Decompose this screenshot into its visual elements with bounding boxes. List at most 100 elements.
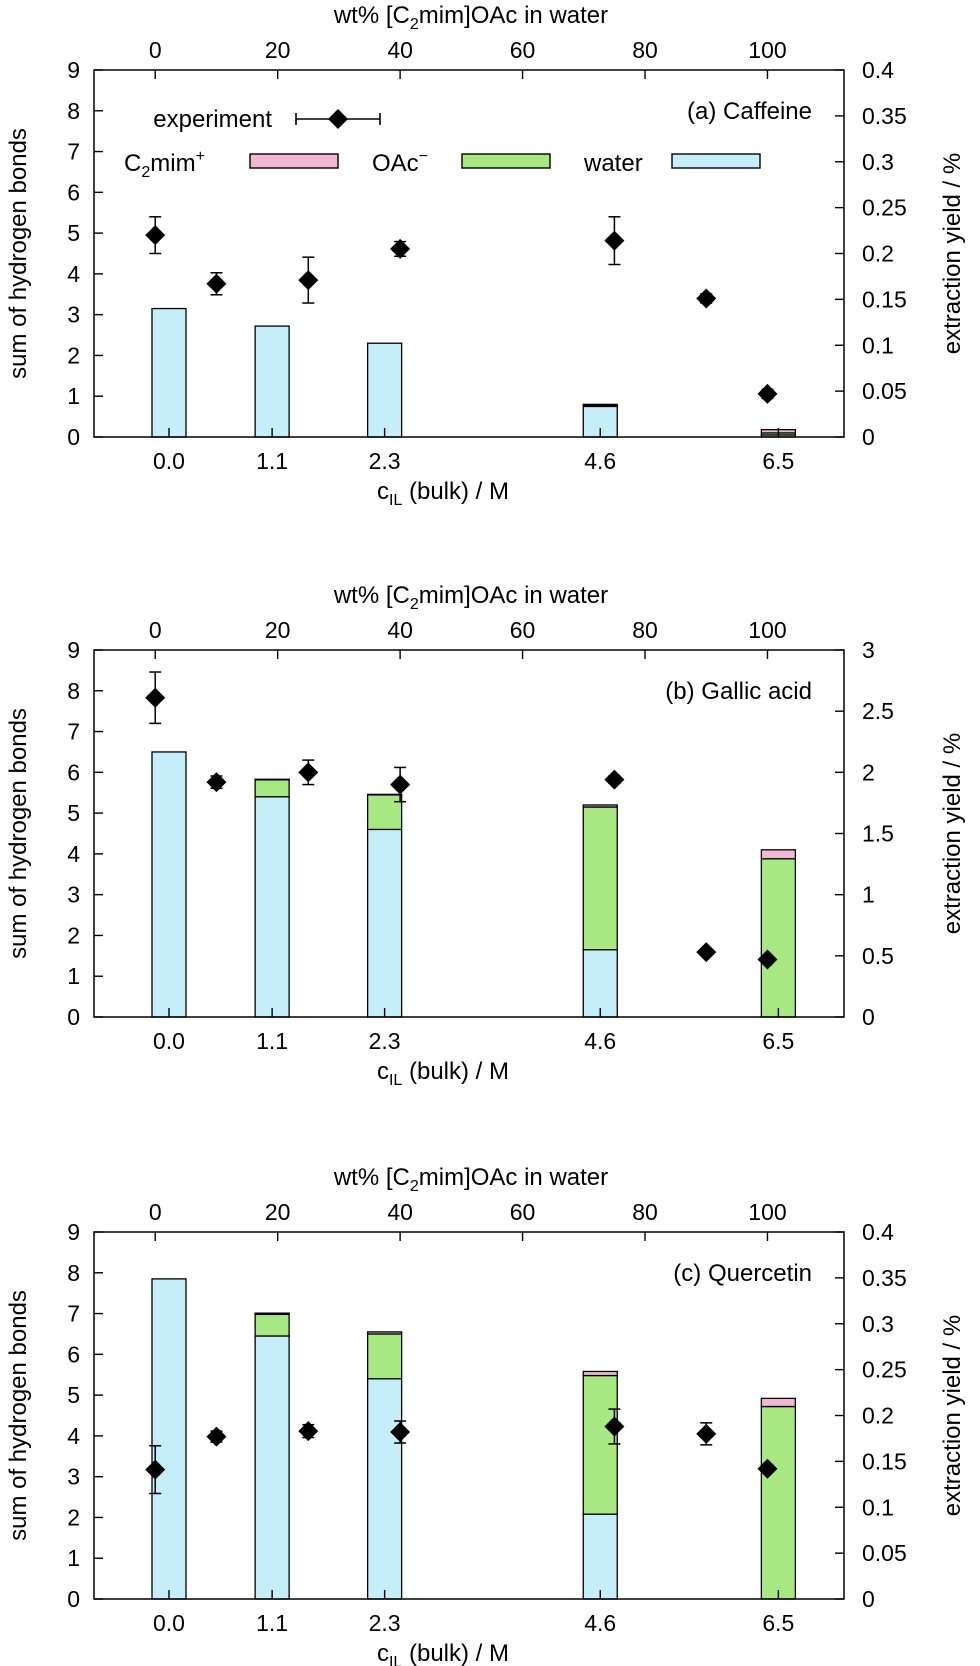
top-x-tick-label: 60 bbox=[510, 617, 536, 643]
y-tick-label: 6 bbox=[67, 759, 80, 785]
y-tick-label: 5 bbox=[67, 800, 80, 826]
top-x-tick-label: 40 bbox=[387, 37, 413, 63]
chart-panel-2: 0 1 2 3 4 5 6 7 8 9 0 0.5 1 1.5 2 2.5 3 0.0 1.1 2.3 4.6 6.5 0 2… bbox=[5, 582, 966, 1089]
top-x-tick-label: 80 bbox=[632, 1199, 658, 1225]
y-tick-label: 5 bbox=[67, 220, 80, 246]
y2-tick-label: 3 bbox=[862, 637, 875, 663]
bar-c2mim-2.3 bbox=[366, 1331, 403, 1335]
x-tick-label: 1.1 bbox=[256, 1610, 288, 1636]
bar-c2mim-1.1 bbox=[254, 778, 290, 781]
chart-panel-3: 0 1 2 3 4 5 6 7 8 9 0 0.05 0.1 0.15 0.2 0.25 0.3 0.35 0.4 0… bbox=[5, 1164, 966, 1666]
top-x-tick-label: 60 bbox=[510, 1199, 536, 1225]
top-x-axis-title: wt% [C2mim]OAc in water bbox=[333, 1164, 608, 1195]
experiment-point bbox=[604, 769, 625, 790]
y2-tick-label: 0 bbox=[862, 1004, 875, 1030]
bar-c2mim-4.6 bbox=[582, 403, 618, 406]
panel-title: (a) Caffeine bbox=[687, 98, 812, 125]
bar-oac-2.3 bbox=[366, 794, 403, 831]
y-tick-label: 6 bbox=[67, 1341, 80, 1367]
top-x-tick-label: 100 bbox=[748, 617, 786, 643]
y2-tick-label: 0.4 bbox=[862, 57, 894, 83]
y2-tick-label: 0.25 bbox=[862, 1357, 907, 1383]
bar-oac-4.6 bbox=[582, 806, 618, 951]
experiment-point bbox=[298, 762, 319, 783]
y2-tick-label: 0.2 bbox=[862, 1403, 894, 1429]
experiment-point bbox=[757, 949, 778, 970]
experiment-point bbox=[206, 1426, 227, 1447]
x-tick-label: 4.6 bbox=[584, 1610, 616, 1636]
bar-oac-4.6 bbox=[582, 1374, 618, 1515]
y2-tick-label: 0.25 bbox=[862, 195, 907, 221]
top-x-tick-label: 0 bbox=[149, 1199, 162, 1225]
bar-water-0.0 bbox=[151, 751, 187, 1018]
panel-title: (c) Quercetin bbox=[673, 1260, 812, 1287]
experiment-point bbox=[298, 270, 319, 291]
y2-tick-label: 0.5 bbox=[862, 943, 894, 969]
y2-axis-title: extraction yield / % bbox=[939, 1315, 966, 1516]
y-tick-label: 4 bbox=[67, 841, 80, 867]
top-x-tick-label: 20 bbox=[265, 617, 291, 643]
x-tick-label: 1.1 bbox=[256, 1028, 288, 1054]
top-x-tick-label: 80 bbox=[632, 37, 658, 63]
bar-oac-2.3 bbox=[366, 1333, 403, 1380]
top-x-tick-label: 20 bbox=[265, 37, 291, 63]
bar-c2mim-1.1 bbox=[254, 1312, 290, 1316]
top-x-tick-label: 0 bbox=[149, 617, 162, 643]
y2-tick-label: 0.15 bbox=[862, 1448, 907, 1474]
panel-title: (b) Gallic acid bbox=[665, 678, 812, 705]
x-tick-label: 4.6 bbox=[584, 1028, 616, 1054]
x-tick-label: 6.5 bbox=[762, 1028, 794, 1054]
legend: experiment C2mim+ OAc− water bbox=[124, 106, 761, 181]
y-tick-label: 3 bbox=[67, 1464, 80, 1490]
y2-tick-label: 0.3 bbox=[862, 149, 894, 175]
y2-tick-label: 0.1 bbox=[862, 1494, 894, 1520]
y-tick-label: 4 bbox=[67, 1423, 80, 1449]
x-tick-label: 0.0 bbox=[153, 1610, 185, 1636]
legend-swatch-water bbox=[671, 153, 761, 169]
bar-c2mim-6.5 bbox=[760, 849, 797, 860]
bar-oac-6.5 bbox=[760, 858, 797, 1018]
legend-swatch-anion bbox=[461, 153, 551, 169]
experiment-point bbox=[145, 687, 166, 708]
y2-tick-label: 0.15 bbox=[862, 286, 907, 312]
legend-experiment-label: experiment bbox=[153, 106, 272, 133]
experiment-point bbox=[696, 942, 717, 963]
y-tick-label: 6 bbox=[67, 179, 80, 205]
experiment-point bbox=[206, 772, 227, 793]
bar-water-2.3 bbox=[366, 342, 403, 438]
y-tick-label: 0 bbox=[67, 1586, 80, 1612]
bar-water-0.0 bbox=[151, 1278, 187, 1600]
bar-water-2.3 bbox=[366, 1378, 403, 1600]
y-tick-label: 0 bbox=[67, 424, 80, 450]
plot-frame bbox=[93, 649, 845, 1018]
top-x-tick-label: 0 bbox=[149, 37, 162, 63]
y2-tick-label: 0.05 bbox=[862, 378, 907, 404]
experiment-point bbox=[604, 230, 625, 251]
y-tick-label: 2 bbox=[67, 342, 80, 368]
y-axis-title: sum of hydrogen bonds bbox=[5, 1290, 32, 1541]
bar-oac-6.5 bbox=[760, 1405, 797, 1600]
y2-tick-label: 0.05 bbox=[862, 1540, 907, 1566]
bar-water-0.0 bbox=[151, 307, 187, 438]
experiment-point bbox=[145, 1459, 166, 1480]
y-tick-label: 7 bbox=[67, 719, 80, 745]
y2-tick-label: 0 bbox=[862, 424, 875, 450]
legend-experiment-marker bbox=[328, 109, 348, 129]
bar-oac-1.1 bbox=[254, 779, 290, 798]
top-x-tick-label: 80 bbox=[632, 617, 658, 643]
x-axis-title: cIL (bulk) / M bbox=[377, 1640, 509, 1666]
x-axis-title: cIL (bulk) / M bbox=[377, 478, 509, 509]
y2-tick-label: 2.5 bbox=[862, 698, 894, 724]
y-axis-title: sum of hydrogen bonds bbox=[5, 128, 32, 379]
y2-tick-label: 0.35 bbox=[862, 1265, 907, 1291]
x-tick-label: 2.3 bbox=[369, 1610, 401, 1636]
top-x-tick-label: 40 bbox=[387, 1199, 413, 1225]
x-tick-label: 1.1 bbox=[256, 448, 288, 474]
plot-frame bbox=[93, 1231, 845, 1600]
y2-tick-label: 0.2 bbox=[862, 241, 894, 267]
x-axis-title: cIL (bulk) / M bbox=[377, 1058, 509, 1089]
experiment-point bbox=[390, 1422, 411, 1443]
y2-tick-label: 0.35 bbox=[862, 103, 907, 129]
top-x-tick-label: 40 bbox=[387, 617, 413, 643]
